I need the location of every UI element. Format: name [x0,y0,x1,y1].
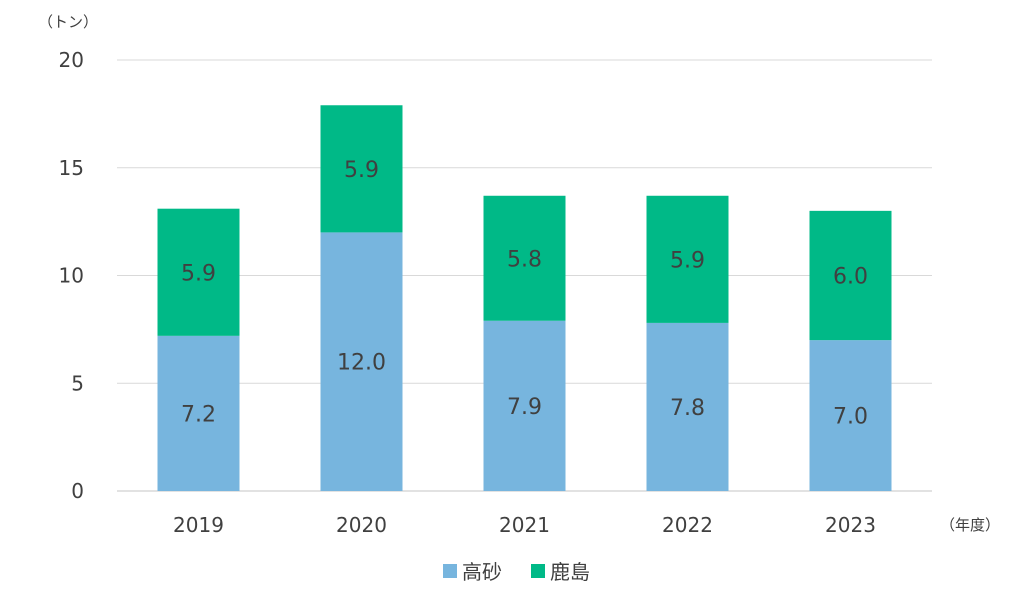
legend-swatch-1 [531,564,545,578]
x-tick-label-2020: 2020 [336,513,387,537]
bar-2023-series-1 [809,210,892,341]
data-label-2023-series-0: 7.0 [833,405,868,430]
legend-label-0: 高砂 [462,560,502,584]
bar-2021-series-0 [483,320,566,491]
bars [157,105,892,491]
y-tick-label: 5 [71,371,84,395]
x-tick-label-2023: 2023 [825,513,876,537]
data-label-2019-series-0: 7.2 [181,402,216,427]
bar-2019-series-0 [157,335,240,491]
y-tick-label: 10 [59,264,84,288]
bar-2021-series-1 [483,195,566,321]
bar-2020-series-0 [320,232,403,491]
data-label-2019-series-1: 5.9 [181,261,216,286]
data-labels: 7.2 5.9 12.0 5.9 7.9 5.8 7.8 5.9 7.0 6.0 [181,158,868,430]
y-tick-label: 15 [59,156,84,180]
data-label-2023-series-1: 6.0 [833,265,868,290]
data-label-2022-series-1: 5.9 [670,248,705,273]
bar-2019-series-1 [157,208,240,336]
data-label-2020-series-0: 12.0 [337,351,386,376]
axes: （トン） （年度） 0 5 10 15 20 2019 2020 2021 2022 2023 [38,13,1000,537]
y-unit-label: （トン） [38,13,98,31]
bar-2022-series-0 [646,322,729,491]
x-tick-label-2021: 2021 [499,513,550,537]
data-label-2020-series-1: 5.9 [344,158,379,183]
data-label-2022-series-0: 7.8 [670,396,705,421]
legend-swatch-0 [443,564,457,578]
data-label-2021-series-1: 5.8 [507,247,542,272]
x-tick-label-2019: 2019 [173,513,224,537]
legend: 高砂 鹿島 [443,560,590,584]
bar-2023-series-0 [809,340,892,491]
x-tick-label-2022: 2022 [662,513,713,537]
y-tick-label: 20 [59,48,84,72]
legend-label-1: 鹿島 [550,560,590,584]
data-label-2021-series-0: 7.9 [507,395,542,420]
x-unit-label: （年度） [940,516,1000,534]
y-tick-label: 0 [71,479,84,503]
bar-2020-series-1 [320,105,403,233]
bar-2022-series-1 [646,195,729,323]
